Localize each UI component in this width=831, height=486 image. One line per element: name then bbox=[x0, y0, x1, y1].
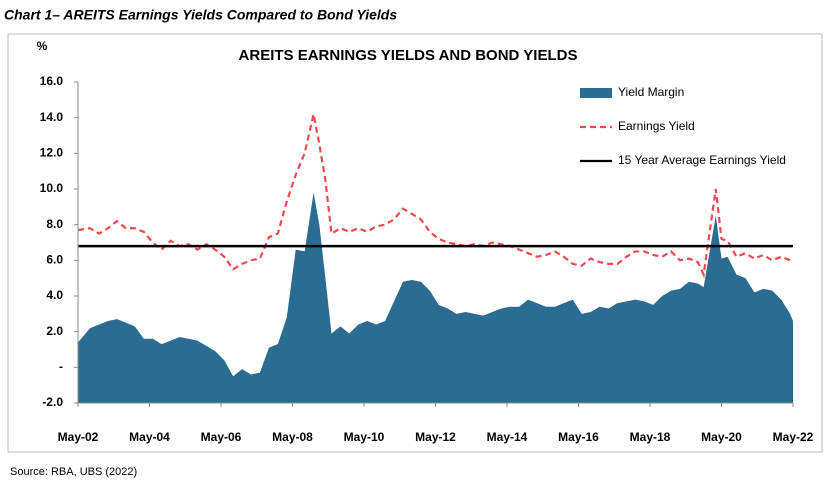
y-tick-label: 6.0 bbox=[46, 253, 63, 267]
x-tick-label: May-14 bbox=[487, 430, 528, 444]
legend-swatch bbox=[580, 88, 612, 98]
legend-label: 15 Year Average Earnings Yield bbox=[618, 153, 786, 167]
line bbox=[77, 113, 793, 279]
x-tick-label: May-10 bbox=[344, 430, 385, 444]
y-tick-label: 2.0 bbox=[46, 324, 63, 338]
x-tick-label: May-12 bbox=[415, 430, 456, 444]
x-tick-label: May-08 bbox=[272, 430, 313, 444]
y-axis-label: % bbox=[37, 39, 48, 53]
y-tick-label: 14.0 bbox=[40, 110, 64, 124]
x-tick-label: May-02 bbox=[58, 430, 99, 444]
chart-frame bbox=[7, 33, 823, 453]
page-title: Chart 1– AREITS Earnings Yields Compared… bbox=[4, 7, 397, 23]
y-tick-label: 10.0 bbox=[40, 181, 64, 195]
y-tick-label: 16.0 bbox=[40, 74, 64, 88]
x-tick-label: May-20 bbox=[701, 430, 742, 444]
legend-label: Earnings Yield bbox=[618, 119, 695, 133]
source: Source: RBA, UBS (2022) bbox=[10, 466, 137, 478]
x-tick-label: May-04 bbox=[129, 430, 170, 444]
area bbox=[78, 192, 793, 403]
y-tick-label: 4.0 bbox=[46, 288, 63, 302]
legend-label: Yield Margin bbox=[618, 85, 684, 99]
x-tick-label: May-16 bbox=[558, 430, 599, 444]
chart-title: AREITS EARNINGS YIELDS AND BOND YIELDS bbox=[239, 47, 578, 64]
y-tick-label: 12.0 bbox=[40, 146, 64, 160]
y-tick-label: - bbox=[59, 360, 63, 374]
y-tick-label: -2.0 bbox=[42, 395, 63, 409]
x-tick-label: May-22 bbox=[773, 430, 814, 444]
x-tick-label: May-06 bbox=[201, 430, 242, 444]
y-tick-label: 8.0 bbox=[46, 217, 63, 231]
x-tick-label: May-18 bbox=[630, 430, 671, 444]
